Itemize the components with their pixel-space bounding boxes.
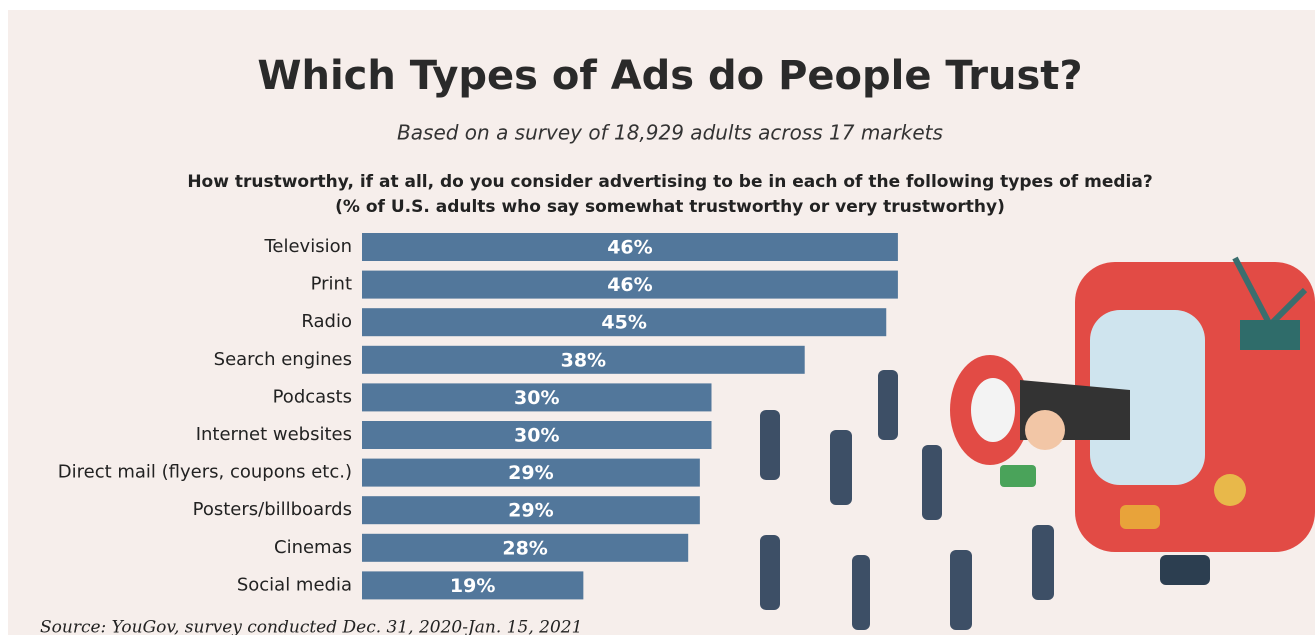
bar (362, 496, 700, 525)
value-label: 30% (514, 387, 559, 409)
hand (1025, 410, 1065, 450)
antenna (1267, 287, 1308, 328)
value-label: 29% (508, 500, 553, 522)
category-label: Television (263, 236, 352, 257)
value-label: 19% (450, 575, 495, 597)
camera-icon (1160, 555, 1210, 585)
value-label: 45% (601, 312, 646, 334)
category-label: Print (311, 274, 352, 295)
bar (362, 458, 700, 487)
value-label: 38% (561, 349, 606, 371)
person (760, 410, 780, 480)
bar (362, 533, 689, 562)
person (830, 430, 852, 505)
subtitle: Based on a survey of 18,929 adults acros… (397, 121, 943, 145)
category-label: Radio (301, 311, 352, 332)
person (950, 550, 972, 630)
person (922, 445, 942, 520)
category-label: Podcasts (273, 386, 352, 407)
antenna-base (1240, 320, 1300, 350)
bar (362, 421, 712, 449)
category-label: Internet websites (196, 424, 352, 445)
category-label: Search engines (214, 349, 352, 370)
value-label: 30% (514, 425, 559, 447)
value-label: 28% (502, 537, 547, 559)
antenna (1232, 256, 1273, 327)
person (1032, 525, 1054, 600)
bar (362, 233, 898, 261)
bar (362, 345, 805, 374)
bar (362, 383, 712, 412)
category-label: Cinemas (274, 537, 352, 558)
category-label: Direct mail (flyers, coupons etc.) (58, 462, 352, 483)
chart-title: Which Types of Ads do People Trust? (257, 53, 1082, 99)
value-label: 29% (508, 462, 553, 484)
bar (362, 571, 584, 600)
value-label: 46% (607, 274, 652, 296)
category-label: Posters/billboards (193, 499, 352, 520)
question: (% of U.S. adults who say somewhat trust… (335, 197, 1005, 217)
bar (362, 270, 898, 299)
person (760, 535, 780, 610)
category-label: Social media (237, 574, 352, 595)
megaphone-mouth (971, 378, 1015, 442)
question: How trustworthy, if at all, do you consi… (187, 172, 1152, 192)
icon (1120, 505, 1160, 529)
icon (1000, 465, 1036, 487)
person (878, 370, 898, 440)
illustration (760, 256, 1315, 630)
tv-screen (1090, 310, 1205, 485)
person (852, 555, 870, 630)
bar (362, 308, 887, 337)
value-label: 46% (607, 237, 652, 259)
tv-knob (1214, 474, 1246, 506)
source: Source: YouGov, survey conducted Dec. 31… (40, 618, 582, 635)
